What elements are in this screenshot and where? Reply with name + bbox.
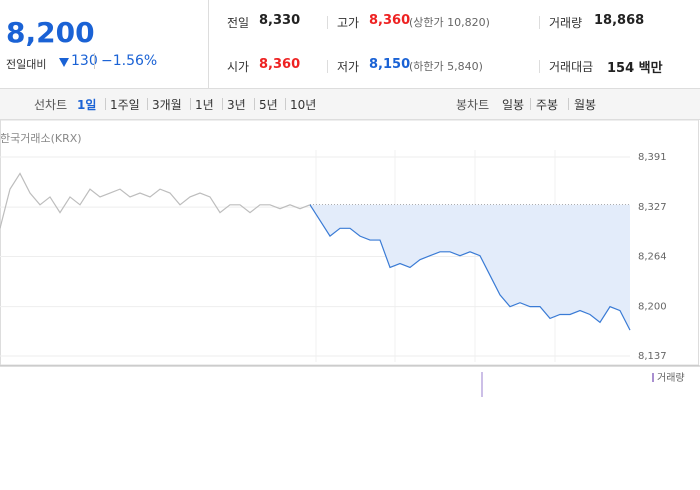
- summary-value: 8,360: [369, 13, 411, 28]
- price: 8,200: [6, 16, 95, 49]
- divider: [539, 16, 540, 29]
- summary-label: 저가: [337, 60, 360, 74]
- tab[interactable]: 1일: [77, 98, 97, 112]
- summary-value: 8,360: [259, 57, 301, 72]
- divider: [105, 98, 106, 110]
- divider: [254, 98, 255, 110]
- y-tick-label: 8,391: [638, 152, 667, 163]
- divider: [327, 60, 328, 73]
- summary-label: 시가: [227, 60, 250, 74]
- divider: [190, 98, 191, 110]
- price-line: [309, 204, 631, 331]
- tab[interactable]: 월봉: [574, 98, 597, 112]
- summary-note: (하한가 5,840): [409, 60, 483, 73]
- tab-label: 봉차트: [456, 98, 490, 112]
- y-tick-label: 8,327: [638, 202, 667, 213]
- tab-label: 선차트: [34, 98, 68, 112]
- y-tick-label: 8,264: [638, 252, 667, 263]
- source: 한국거래소(KRX): [0, 132, 82, 145]
- plot-frame: [0, 119, 699, 366]
- divider: [222, 98, 223, 110]
- chart: 8,137 8,200 8,264 8,327 8,391 거래량: [0, 119, 700, 397]
- tab[interactable]: 3년: [227, 98, 246, 112]
- tab[interactable]: 일봉: [502, 98, 525, 112]
- volume-legend-swatch: [652, 373, 654, 382]
- summary-label: 거래량: [549, 16, 583, 30]
- change-label: 전일대비: [6, 58, 47, 71]
- tab[interactable]: 5년: [259, 98, 278, 112]
- price-line: [0, 172, 311, 229]
- tab[interactable]: 10년: [290, 98, 317, 112]
- divider: [568, 98, 569, 110]
- tab[interactable]: 1주일: [110, 98, 140, 112]
- divider: [530, 98, 531, 110]
- change: 130: [71, 53, 98, 69]
- summary-label: 고가: [337, 16, 360, 30]
- divider: [147, 98, 148, 110]
- tab[interactable]: 3개월: [152, 98, 182, 112]
- change-pct: −1.56%: [94, 53, 157, 69]
- tab-bar: 선차트 1일 1주일 3개월 1년 3년 5년 10년 봉차트 일봉 주봉 월봉: [0, 89, 700, 120]
- y-tick-label: 8,137: [638, 351, 667, 362]
- tab[interactable]: 주봉: [536, 98, 559, 112]
- summary-value: 154 백만: [607, 61, 663, 76]
- volume-legend: 거래량: [657, 372, 685, 384]
- summary: 전일 8,330 고가 8,360 (상한가 10,820) 거래량 18,868 시가 8,3…: [209, 0, 700, 89]
- summary-label: 전일: [227, 16, 250, 30]
- divider: [539, 60, 540, 73]
- price-box: 8,200 전일대비 130 −1.56%: [0, 0, 209, 89]
- summary-value: 8,330: [259, 13, 301, 28]
- y-tick-label: 8,200: [638, 302, 667, 313]
- tab[interactable]: 1년: [195, 98, 214, 112]
- summary-value: 8,150: [369, 57, 411, 72]
- summary-note: (상한가 10,820): [409, 16, 490, 29]
- area: [310, 204, 630, 331]
- divider: [327, 16, 328, 29]
- summary-label: 거래대금: [549, 60, 594, 74]
- summary-value: 18,868: [594, 13, 645, 28]
- divider: [285, 98, 286, 110]
- down-icon: [59, 58, 69, 67]
